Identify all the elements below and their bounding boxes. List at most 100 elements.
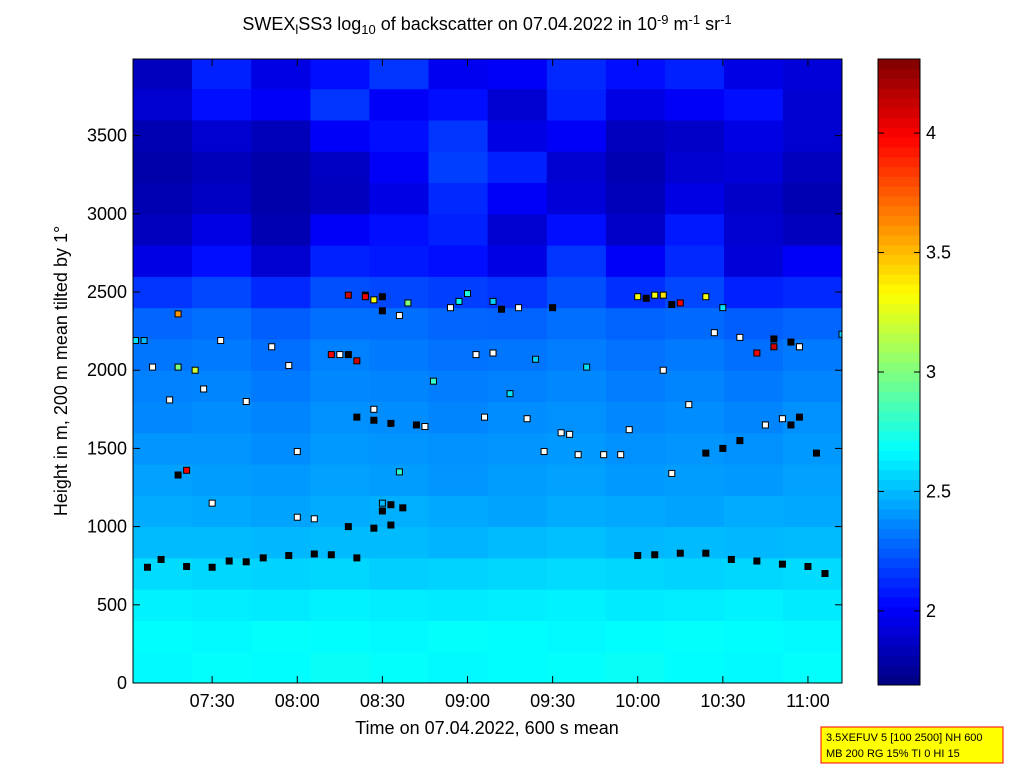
marker: [353, 413, 361, 421]
heat-cell: [605, 370, 666, 402]
heat-cell: [664, 557, 725, 590]
heat-cell: [369, 245, 430, 277]
heat-cell: [192, 589, 252, 621]
heat-cell: [724, 276, 784, 309]
heat-cell: [664, 432, 725, 465]
heat-cell: [605, 620, 666, 653]
heat-cell: [428, 88, 489, 121]
marker: [404, 299, 412, 307]
heat-cell: [664, 338, 725, 371]
marker: [566, 430, 574, 438]
heat-cell: [664, 589, 725, 621]
marker: [217, 337, 225, 345]
marker: [395, 468, 403, 476]
x-tick-label: 07:30: [190, 691, 235, 711]
marker: [753, 557, 761, 565]
marker: [651, 551, 659, 559]
heat-cell: [605, 307, 666, 340]
heat-cell: [546, 401, 607, 434]
y-tick-label: 2500: [87, 282, 127, 302]
heat-cell: [605, 213, 666, 246]
marker: [310, 515, 318, 523]
heat-cell: [369, 88, 430, 121]
heat-cell: [251, 370, 311, 402]
heat-cell: [428, 620, 489, 653]
colorbar-step: [878, 675, 920, 686]
marker: [651, 291, 659, 299]
colorbar-step: [878, 440, 920, 451]
heat-cell: [133, 182, 193, 215]
heat-cell: [192, 119, 252, 152]
marker: [242, 558, 250, 566]
heat-cell: [546, 119, 607, 152]
marker: [532, 355, 540, 363]
heat-cell: [724, 495, 784, 528]
heat-cell: [546, 151, 607, 184]
colorbar-step: [878, 107, 920, 119]
heat-cell: [133, 119, 193, 152]
title-part: m: [669, 14, 689, 34]
marker: [838, 330, 842, 338]
heat-cell: [782, 276, 842, 309]
colorbar-step: [878, 225, 920, 236]
marker: [225, 557, 233, 565]
marker: [412, 421, 420, 429]
marker: [761, 421, 769, 429]
colorbar-step: [878, 215, 920, 226]
colorbar-step: [878, 88, 920, 99]
heat-cell: [369, 276, 430, 309]
heat-cell: [782, 557, 842, 590]
heat-cell: [192, 464, 252, 496]
heat-cell: [369, 526, 430, 559]
heat-cell: [428, 651, 489, 683]
marker: [208, 563, 216, 571]
marker: [770, 343, 778, 351]
heat-cell: [664, 119, 725, 152]
marker: [421, 423, 429, 431]
heat-cell: [782, 213, 842, 246]
marker: [778, 560, 786, 568]
heat-cell: [664, 245, 725, 277]
heat-cell: [724, 88, 784, 121]
heat-cell: [724, 526, 784, 559]
heat-cell: [428, 59, 489, 90]
marker: [719, 304, 727, 312]
heat-cell: [310, 245, 370, 277]
y-tick-label: 1500: [87, 438, 127, 458]
marker: [753, 349, 761, 357]
heat-cell: [605, 589, 666, 621]
heat-cell: [605, 119, 666, 152]
heat-cell: [428, 464, 489, 496]
heat-cell: [428, 119, 489, 152]
heat-cell: [310, 151, 370, 184]
title-part: -1: [720, 12, 732, 27]
colorbar-step: [878, 176, 920, 187]
heat-cell: [605, 432, 666, 465]
marker: [583, 363, 591, 371]
heat-cell: [369, 495, 430, 528]
marker: [140, 337, 148, 345]
heat-cell: [428, 589, 489, 621]
heat-cell: [310, 88, 370, 121]
colorbar-step: [878, 548, 920, 559]
title-part: 10: [361, 22, 375, 37]
heat-cell: [428, 557, 489, 590]
heat-cell: [605, 495, 666, 528]
heat-cell: [605, 88, 666, 121]
heat-cell: [310, 432, 370, 465]
heat-cell: [724, 370, 784, 402]
x-tick-label: 09:00: [445, 691, 490, 711]
colorbar-step: [878, 391, 920, 402]
marker: [812, 449, 820, 457]
marker: [429, 377, 437, 385]
heat-cell: [251, 464, 311, 496]
marker: [710, 329, 718, 337]
colorbar-step: [878, 323, 920, 334]
colorbar-step: [878, 313, 920, 324]
heat-cell: [487, 119, 548, 152]
colorbar-step: [878, 195, 920, 207]
marker: [540, 448, 548, 456]
heat-cell: [782, 370, 842, 402]
marker: [370, 416, 378, 424]
colorbar-step: [878, 508, 920, 520]
